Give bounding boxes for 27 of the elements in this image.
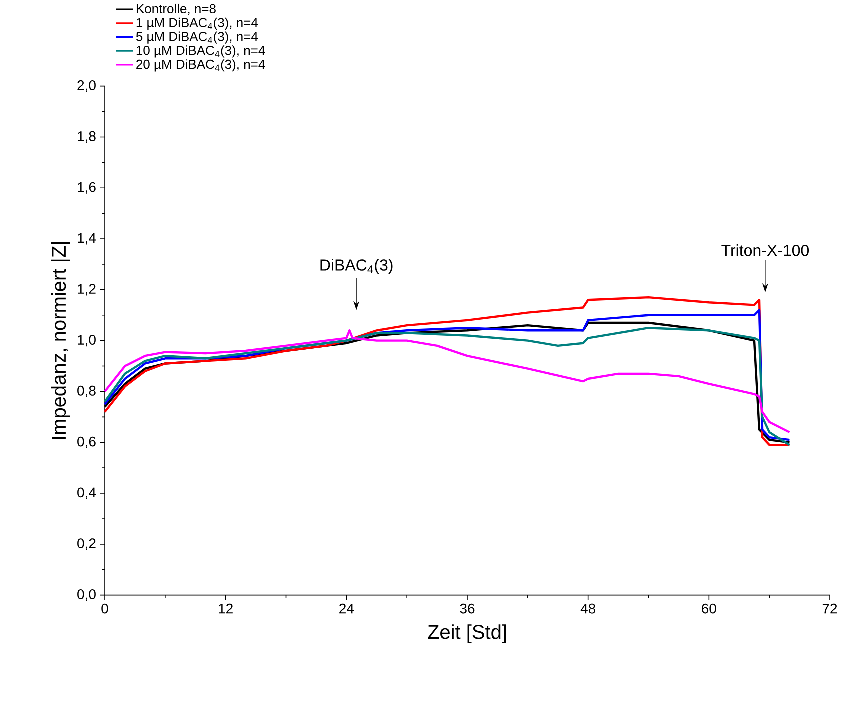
y-tick-label: 1,0 <box>78 334 96 346</box>
annotation: DiBAC$_{4}$(3) <box>320 259 393 274</box>
y-tick-label: 0,6 <box>78 436 96 448</box>
y-tick-label: 0,0 <box>78 589 96 601</box>
y-tick-label: 1,6 <box>78 182 96 194</box>
y-tick-label: 2,0 <box>78 80 96 92</box>
x-axis-title: Zeit [Std] <box>428 624 506 644</box>
legend-label: 10 µM DiBAC$_{4}$(3), n=4 <box>136 46 266 58</box>
x-tick-label: 60 <box>702 604 716 614</box>
y-axis-title: Impedanz, normiert |Z| <box>51 242 70 440</box>
y-tick-label: 0,4 <box>78 488 96 500</box>
legend-label: 1 µM DiBAC$_{4}$(3), n=4 <box>136 18 258 30</box>
y-tick-label: 0,2 <box>78 538 96 550</box>
y-tick-label: 0,8 <box>78 386 96 398</box>
x-tick-label: 12 <box>219 604 233 614</box>
y-tick-label: 1,8 <box>78 131 96 143</box>
y-tick-label: 1,4 <box>78 233 96 245</box>
legend-label: 20 µM DiBAC$_{4}$(3), n=4 <box>136 59 266 72</box>
x-tick-label: 36 <box>460 604 475 614</box>
legend-label: Kontrolle, n=8 <box>136 4 216 15</box>
x-tick-label: 24 <box>340 604 354 614</box>
y-tick-label: 1,2 <box>78 284 96 296</box>
annotation: Triton-X-100 <box>722 244 810 256</box>
x-tick-label: 0 <box>102 604 108 614</box>
x-tick-label: 48 <box>580 604 596 614</box>
x-tick-label: 72 <box>822 604 838 614</box>
legend-label: 5 µM DiBAC$_{4}$(3), n=4 <box>136 32 258 44</box>
